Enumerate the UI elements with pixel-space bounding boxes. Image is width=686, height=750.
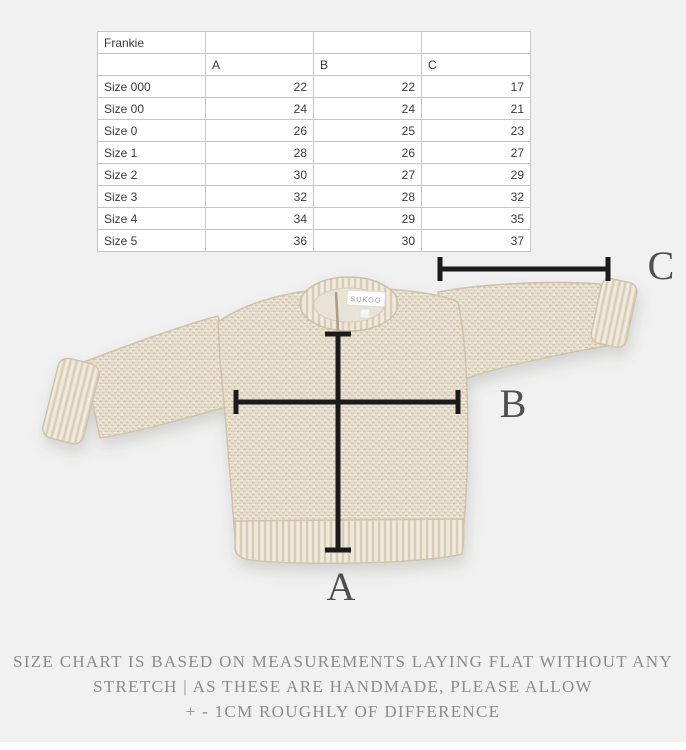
measurement-label-a: A	[327, 564, 356, 609]
empty-cell	[205, 31, 314, 54]
size-value-cell: 30	[313, 229, 422, 252]
size-value-cell: 37	[421, 229, 531, 252]
measurement-line-b	[233, 390, 461, 414]
size-value-cell: 32	[205, 185, 314, 208]
size-row: Size 1 28 26 27	[97, 141, 531, 164]
column-header-b: B	[313, 53, 422, 76]
measurement-line-a	[325, 331, 351, 553]
size-value-cell: 35	[421, 207, 531, 230]
measurement-label-c: C	[648, 243, 675, 288]
size-value-cell: 22	[313, 75, 422, 98]
size-value-cell: 27	[313, 163, 422, 186]
size-tag	[359, 308, 371, 319]
size-value-cell: 17	[421, 75, 531, 98]
size-row-label: Size 2	[97, 163, 206, 186]
sweater-right-cuff	[590, 277, 638, 349]
brand-tag	[346, 289, 386, 308]
footer-line-2: STRETCH | AS THESE ARE HANDMADE, PLEASE …	[93, 677, 593, 696]
size-value-cell: 28	[313, 185, 422, 208]
size-row-label: Size 3	[97, 185, 206, 208]
size-table: Frankie A B C Size 000 22 22 17 Size 00 24 24 2…	[97, 31, 531, 252]
size-value-cell: 32	[421, 185, 531, 208]
size-row: Size 5 36 30 37	[97, 229, 531, 252]
neck-placket-slit	[334, 291, 340, 331]
size-value-cell: 29	[421, 163, 531, 186]
sweater-left-sleeve	[83, 315, 245, 439]
footer-caption: SIZE CHART IS BASED ON MEASUREMENTS LAYI…	[0, 649, 686, 724]
size-row: Size 2 30 27 29	[97, 163, 531, 186]
product-name-row: Frankie	[97, 31, 531, 54]
size-value-cell: 36	[205, 229, 314, 252]
size-row-label: Size 5	[97, 229, 206, 252]
size-row-label: Size 1	[97, 141, 206, 164]
size-row: Size 0 26 25 23	[97, 119, 531, 142]
size-value-cell: 29	[313, 207, 422, 230]
size-row: Size 3 32 28 32	[97, 185, 531, 208]
footer-line-3: + - 1CM ROUGHLY OF DIFFERENCE	[185, 702, 501, 721]
measurement-lines	[233, 257, 611, 553]
size-row-label: Size 000	[97, 75, 206, 98]
size-row: Size 000 22 22 17	[97, 75, 531, 98]
column-header-c: C	[421, 53, 531, 76]
size-value-cell: 28	[205, 141, 314, 164]
size-row-label: Size 00	[97, 97, 206, 120]
size-table-rows: Size 000 22 22 17 Size 00 24 24 21 Size 0 26 25 23 S…	[97, 75, 531, 252]
measurement-label-b: B	[500, 381, 527, 426]
size-value-cell: 34	[205, 207, 314, 230]
sweater-hem-band	[234, 518, 465, 565]
sweater-left-cuff	[42, 357, 100, 445]
size-value-cell: 26	[205, 119, 314, 142]
empty-cell	[97, 53, 206, 76]
bottom-white-strip	[0, 742, 686, 750]
sweater-photo: SUKOO	[42, 276, 638, 565]
brand-tag-text: SUKOO	[350, 296, 382, 305]
size-value-cell: 22	[205, 75, 314, 98]
footer-line-1: SIZE CHART IS BASED ON MEASUREMENTS LAYI…	[13, 652, 673, 671]
measurement-line-c	[437, 257, 611, 281]
